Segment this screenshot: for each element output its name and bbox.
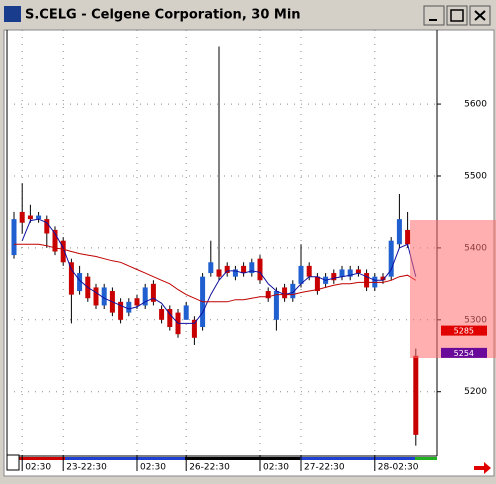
candle-body xyxy=(68,262,74,295)
candle-body xyxy=(396,219,402,245)
y-tick-label: 5500 xyxy=(464,171,487,181)
corner-box xyxy=(6,454,20,471)
session-strip xyxy=(300,457,415,460)
candle-body xyxy=(142,287,148,306)
window-buttons[interactable] xyxy=(423,5,491,26)
candle-body xyxy=(355,269,361,274)
session-strip xyxy=(65,457,185,460)
scroll-arrow[interactable] xyxy=(474,462,491,474)
y-tick-label: 5200 xyxy=(464,387,487,397)
x-tick-label: 26-22:30 xyxy=(189,463,230,473)
x-tick-label: 02:30 xyxy=(263,463,289,473)
moving-average xyxy=(14,243,417,303)
candle-body xyxy=(118,301,124,320)
candle-body xyxy=(150,283,156,302)
session-strip xyxy=(185,457,300,460)
candle-body xyxy=(298,265,304,284)
candle-body xyxy=(249,262,255,274)
candle-body xyxy=(241,265,247,274)
candle-body xyxy=(290,283,296,299)
candle-body xyxy=(413,355,419,435)
candle-body xyxy=(191,319,197,338)
candle-body xyxy=(265,291,271,299)
candle-body xyxy=(388,240,394,277)
candle-body xyxy=(93,287,99,306)
candle-body xyxy=(364,273,370,288)
moving-average xyxy=(21,218,417,324)
candle-body xyxy=(44,219,50,234)
candle-body xyxy=(60,240,66,263)
maximize-button[interactable] xyxy=(446,5,468,26)
candle-body xyxy=(306,265,312,277)
candle-body xyxy=(339,269,345,277)
candle-body xyxy=(77,273,83,292)
app-icon xyxy=(4,6,21,22)
candle-body xyxy=(52,229,58,252)
candle-body xyxy=(224,265,230,274)
candle-body xyxy=(11,219,17,256)
candle-body xyxy=(405,229,411,245)
price-label-box xyxy=(441,347,487,358)
candle-body xyxy=(380,276,386,281)
close-glyph xyxy=(474,10,486,21)
candle-body xyxy=(257,258,263,281)
candle-body xyxy=(27,215,33,220)
maximize-glyph xyxy=(450,9,464,22)
price-label: 5254 xyxy=(454,349,474,358)
y-tick-label: 5600 xyxy=(464,100,487,110)
candle-body xyxy=(126,301,132,313)
x-tick-label: 23-22:30 xyxy=(66,463,107,473)
candle-body xyxy=(331,273,337,281)
x-tick-label: 27-22:30 xyxy=(304,463,345,473)
price-label: 5285 xyxy=(454,327,474,336)
candle-body xyxy=(101,287,107,306)
candle-body xyxy=(347,269,353,277)
minimize-button[interactable] xyxy=(423,5,445,26)
price-label-box xyxy=(441,325,487,336)
session-strip xyxy=(415,457,437,460)
candle-body xyxy=(159,309,165,320)
candle-body xyxy=(19,211,25,223)
candle-body xyxy=(183,305,189,320)
candle-body xyxy=(167,309,173,327)
candle-body xyxy=(216,269,222,277)
candle-body xyxy=(282,287,288,299)
candle-body xyxy=(273,291,279,320)
x-tick-label: 02:30 xyxy=(25,463,51,473)
candle-body xyxy=(314,276,320,292)
candle-body xyxy=(36,215,42,220)
highlight-overlay xyxy=(410,220,496,358)
candle-body xyxy=(134,298,140,306)
candle-body xyxy=(208,262,214,274)
candle-body xyxy=(232,269,238,277)
window-title: S.CELG - Celgene Corporation, 30 Min xyxy=(25,8,301,23)
session-strip xyxy=(7,457,65,460)
x-tick-label: 02:30 xyxy=(140,463,166,473)
x-tick-label: 28-02:30 xyxy=(378,463,419,473)
